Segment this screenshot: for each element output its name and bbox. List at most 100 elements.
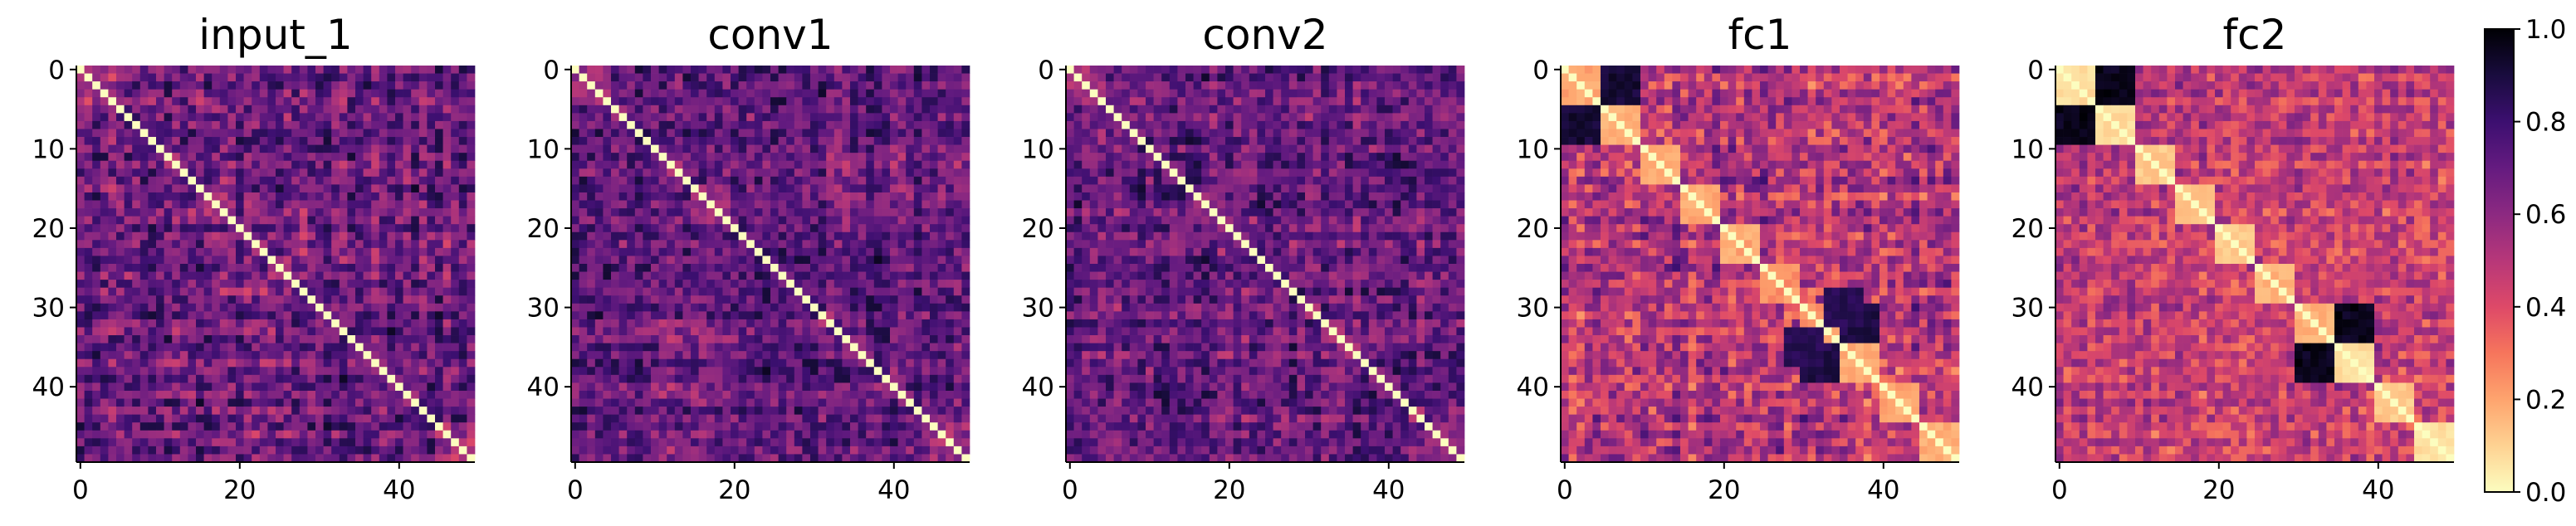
heatmap-cell xyxy=(866,358,875,368)
heatmap-cell xyxy=(100,224,109,233)
heatmap-cell xyxy=(618,343,628,352)
heatmap-cell xyxy=(579,176,588,185)
heatmap-cell xyxy=(371,176,380,185)
heatmap-cell xyxy=(921,287,931,296)
heatmap-cell xyxy=(203,231,213,241)
heatmap-cell xyxy=(395,358,403,368)
heatmap-cell xyxy=(291,208,301,217)
heatmap-cell xyxy=(714,168,723,178)
heatmap-cell xyxy=(116,422,125,431)
heatmap-cell xyxy=(196,414,204,423)
heatmap-cell xyxy=(611,256,619,265)
heatmap-cell xyxy=(100,351,109,360)
heatmap-cell xyxy=(618,319,628,328)
heatmap-cell xyxy=(698,358,707,368)
heatmap-cell xyxy=(674,120,683,129)
heatmap-cell xyxy=(882,247,891,256)
heatmap-cell xyxy=(674,446,683,455)
heatmap-cell xyxy=(395,97,403,106)
heatmap-cell xyxy=(276,454,284,463)
heatmap-cell xyxy=(594,303,604,312)
heatmap-cell xyxy=(84,184,93,193)
heatmap-cell xyxy=(379,414,388,423)
heatmap-cell xyxy=(706,73,716,82)
heatmap-cell xyxy=(674,351,683,360)
heatmap-cell xyxy=(698,231,707,241)
heatmap-cell xyxy=(116,446,125,455)
heatmap-cell xyxy=(347,216,356,225)
heatmap-cell xyxy=(435,97,443,106)
heatmap-cell xyxy=(961,407,970,415)
heatmap-cell xyxy=(921,113,931,122)
heatmap-cell xyxy=(283,200,292,209)
heatmap-cell xyxy=(403,129,412,138)
heatmap-cell xyxy=(651,295,659,304)
heatmap-cell xyxy=(458,374,467,383)
heatmap-cell xyxy=(778,438,787,447)
heatmap-cell xyxy=(100,231,109,241)
heatmap-cell xyxy=(467,335,476,343)
heatmap-cell xyxy=(458,351,467,360)
heatmap-cell xyxy=(139,97,149,106)
heatmap-cell xyxy=(132,231,141,241)
heatmap-cell xyxy=(172,66,181,74)
heatmap-cell xyxy=(937,319,946,328)
heatmap-cell xyxy=(387,192,396,201)
heatmap-cell xyxy=(339,113,348,122)
heatmap-cell xyxy=(818,200,827,209)
heatmap-cell xyxy=(252,287,261,296)
heatmap-cell xyxy=(243,335,252,343)
heatmap-cell xyxy=(387,319,396,328)
heatmap-cell xyxy=(850,247,858,256)
heatmap-cell xyxy=(738,240,747,249)
heatmap-cell xyxy=(873,367,882,376)
heatmap-cell xyxy=(196,430,204,439)
heatmap-cell xyxy=(930,105,938,114)
heatmap-cell xyxy=(100,280,109,289)
heatmap-cell xyxy=(315,247,324,256)
heatmap-cell xyxy=(953,208,962,217)
heatmap-cell xyxy=(930,200,938,209)
heatmap-cell xyxy=(603,374,612,383)
heatmap-cell xyxy=(873,105,882,114)
heatmap-cell xyxy=(442,422,452,431)
heatmap-cell xyxy=(762,343,771,352)
heatmap-cell xyxy=(363,168,372,178)
heatmap-cell xyxy=(826,231,835,241)
heatmap-cell xyxy=(108,287,117,296)
heatmap-cell xyxy=(897,303,907,312)
heatmap-cell xyxy=(219,264,228,272)
heatmap-cell xyxy=(243,129,252,138)
heatmap-cell xyxy=(339,367,348,376)
heatmap-cell xyxy=(722,216,731,225)
heatmap-cell xyxy=(571,358,579,368)
heatmap-cell xyxy=(786,303,795,312)
heatmap-cell xyxy=(754,113,763,122)
heatmap-cell xyxy=(698,113,707,122)
heatmap-cell xyxy=(267,303,276,312)
heatmap-cell xyxy=(227,184,237,193)
heatmap-cell xyxy=(203,168,213,178)
heatmap-cell xyxy=(634,231,643,241)
heatmap-cell xyxy=(953,422,962,431)
heatmap-cell xyxy=(267,113,276,122)
heatmap-cell xyxy=(156,240,164,249)
heatmap-cell xyxy=(930,256,938,265)
heatmap-cell xyxy=(203,120,213,129)
heatmap-cell xyxy=(427,168,436,178)
heatmap-cell xyxy=(418,208,428,217)
heatmap-cell xyxy=(371,168,380,178)
heatmap-cell xyxy=(76,311,85,320)
heatmap-cell xyxy=(722,295,731,304)
heatmap-cell xyxy=(139,153,149,162)
heatmap-cell xyxy=(427,303,436,312)
heatmap-cell xyxy=(937,153,946,162)
heatmap-cell xyxy=(252,327,261,336)
heatmap-cell xyxy=(873,351,882,360)
heatmap-cell xyxy=(594,335,604,343)
heatmap-cell xyxy=(219,335,228,343)
heatmap-cell xyxy=(331,446,340,455)
heatmap-cell xyxy=(682,319,692,328)
heatmap-cell xyxy=(291,287,301,296)
